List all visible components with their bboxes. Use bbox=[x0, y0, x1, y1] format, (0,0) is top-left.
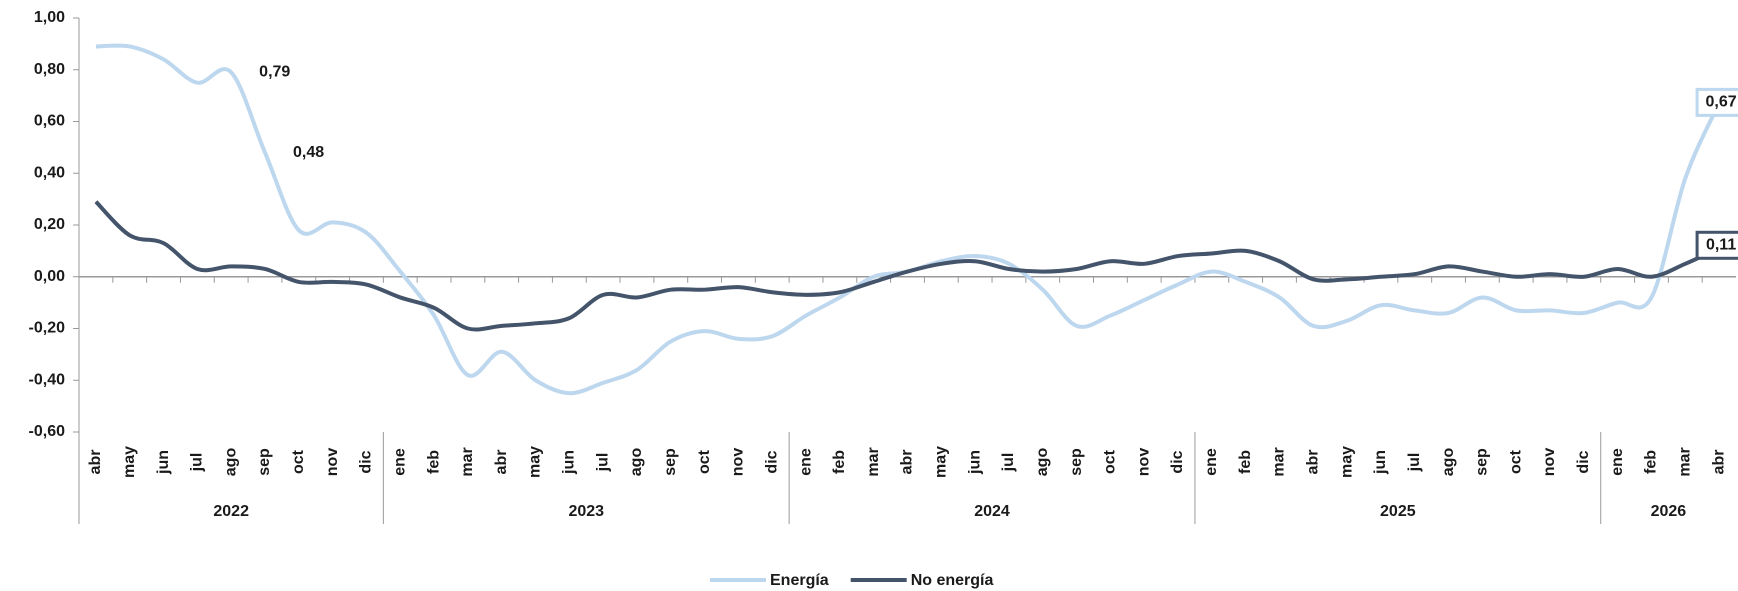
value-label-box: 0,11 bbox=[1695, 230, 1738, 260]
x-tick-label: oct bbox=[1507, 449, 1524, 474]
x-tick-label: abr bbox=[899, 450, 916, 475]
value-label: 0,79 bbox=[259, 64, 290, 81]
year-label: 2023 bbox=[568, 503, 604, 520]
x-tick-label: jun bbox=[1372, 450, 1389, 475]
x-tick-label: feb bbox=[831, 450, 848, 474]
x-tick-label: may bbox=[527, 446, 544, 478]
x-tick-label: oct bbox=[290, 449, 307, 474]
x-tick-label: nov bbox=[730, 448, 747, 477]
value-label: 0,48 bbox=[293, 144, 324, 161]
year-label: 2025 bbox=[1380, 503, 1416, 520]
x-tick-label: ago bbox=[1440, 448, 1457, 477]
x-tick-label: dic bbox=[358, 450, 375, 473]
x-tick-label: jul bbox=[1000, 453, 1017, 473]
x-tick-label: mar bbox=[865, 447, 882, 476]
x-tick-label: abr bbox=[493, 450, 510, 475]
value-label-box: 0,67 bbox=[1695, 87, 1738, 117]
legend-label: Energía bbox=[770, 572, 829, 589]
x-tick-label: jun bbox=[966, 450, 983, 475]
y-tick-label: -0,40 bbox=[29, 371, 66, 388]
x-tick-label: abr bbox=[1305, 450, 1322, 475]
x-tick-label: feb bbox=[1237, 450, 1254, 474]
x-tick-label: nov bbox=[1541, 448, 1558, 477]
y-tick-label: 0,00 bbox=[34, 268, 65, 285]
x-tick-label: dic bbox=[1169, 450, 1186, 473]
x-tick-label: sep bbox=[662, 448, 679, 476]
x-tick-label: jul bbox=[189, 453, 206, 473]
x-tick-label: mar bbox=[459, 447, 476, 476]
x-tick-label: oct bbox=[1102, 449, 1119, 474]
x-tick-label: ago bbox=[1034, 448, 1051, 477]
x-tick-label: mar bbox=[1676, 447, 1693, 476]
x-tick-label: ago bbox=[222, 448, 239, 477]
x-tick-label: sep bbox=[1474, 448, 1491, 476]
x-tick-label: feb bbox=[1643, 450, 1660, 474]
x-tick-label: jul bbox=[1406, 453, 1423, 473]
x-tick-label: ene bbox=[391, 448, 408, 476]
x-tick-label: may bbox=[1338, 446, 1355, 478]
x-tick-label: ene bbox=[797, 448, 814, 476]
y-tick-label: -0,20 bbox=[29, 320, 66, 337]
y-tick-label: 0,20 bbox=[34, 216, 65, 233]
x-tick-label: dic bbox=[763, 450, 780, 473]
x-tick-label: ene bbox=[1609, 448, 1626, 476]
y-tick-label: 0,40 bbox=[34, 164, 65, 181]
x-tick-label: abr bbox=[1710, 450, 1727, 475]
year-label: 2026 bbox=[1651, 503, 1687, 520]
x-tick-label: may bbox=[933, 446, 950, 478]
y-tick-label: -0,60 bbox=[29, 423, 66, 440]
x-tick-label: sep bbox=[256, 448, 273, 476]
series-line bbox=[95, 43, 1721, 396]
x-tick-label: feb bbox=[425, 450, 442, 474]
x-tick-label: oct bbox=[696, 449, 713, 474]
value-label: 0,67 bbox=[1706, 94, 1737, 111]
x-tick-label: nov bbox=[324, 448, 341, 477]
label-box bbox=[1695, 230, 1738, 260]
x-tick-label: jul bbox=[594, 453, 611, 473]
x-tick-label: nov bbox=[1135, 448, 1152, 477]
y-tick-label: 0,80 bbox=[34, 61, 65, 78]
label-box bbox=[1695, 87, 1738, 117]
value-label: 0,11 bbox=[1706, 237, 1736, 254]
year-label: 2024 bbox=[974, 503, 1010, 520]
series-line bbox=[94, 200, 1720, 332]
y-tick-label: 0,60 bbox=[34, 113, 65, 130]
x-tick-label: abr bbox=[87, 450, 104, 475]
x-tick-label: jun bbox=[561, 450, 578, 475]
x-tick-label: mar bbox=[1271, 447, 1288, 476]
x-tick-label: ene bbox=[1203, 448, 1220, 476]
x-tick-label: jun bbox=[155, 450, 172, 475]
y-tick-label: 1,00 bbox=[34, 9, 65, 26]
legend-label: No energía bbox=[911, 572, 994, 589]
year-label: 2022 bbox=[213, 503, 249, 520]
x-tick-label: ago bbox=[628, 448, 645, 477]
x-tick-label: may bbox=[121, 446, 138, 478]
x-tick-label: sep bbox=[1068, 448, 1085, 476]
x-tick-label: dic bbox=[1575, 450, 1592, 473]
